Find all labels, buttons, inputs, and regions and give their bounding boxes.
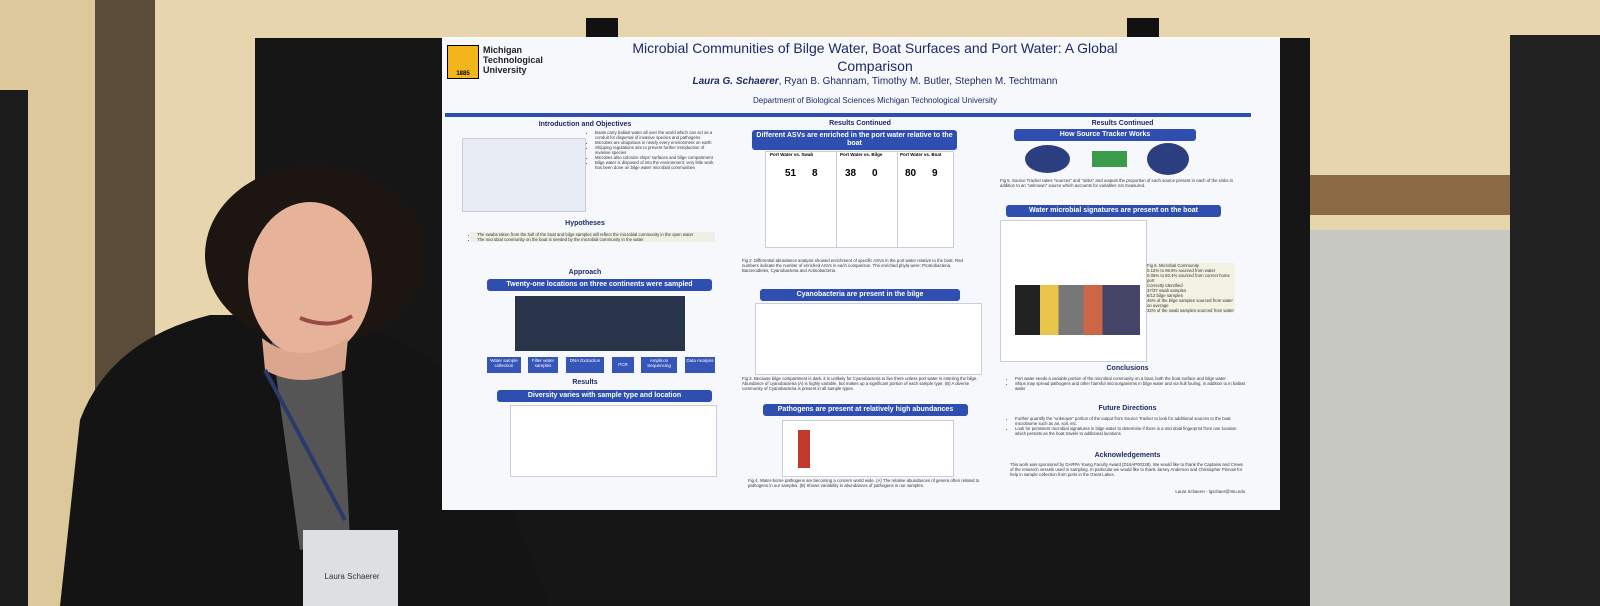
- fig6-line: 0.05% to 93.4% sourced from correct home…: [1147, 273, 1230, 283]
- footer: Laura Schaerer - lgschaer@mtu.edu: [1175, 489, 1245, 494]
- volcano-plot: [836, 151, 898, 248]
- volcano-plot: [765, 151, 837, 248]
- bullet: Microbes are ubiquitous in nearly every …: [595, 140, 718, 145]
- divider: [445, 113, 1251, 117]
- fig6-line: 32% of the swab samples sourced from wat…: [1147, 308, 1234, 313]
- university: Michigan Technological University: [483, 45, 543, 75]
- fig6-text: Fig 6. Microbial Community 0.12% to 98.8%…: [1147, 263, 1235, 313]
- pathogen-figure: [782, 420, 954, 477]
- section-heading: Acknowledgements: [1094, 452, 1161, 459]
- flow-step: Data Analysis: [685, 357, 715, 373]
- sources-node: [1025, 145, 1070, 173]
- left-board: [0, 90, 28, 606]
- badge: [303, 530, 398, 606]
- count: 51: [785, 168, 797, 179]
- flow-step: Filter water samples: [528, 357, 558, 373]
- plot-label: Port Water vs. Swab: [770, 152, 814, 157]
- flow-step: Water sample collection: [487, 357, 521, 373]
- section-heading: Conclusions: [1106, 365, 1149, 372]
- count: 9: [932, 168, 938, 179]
- world-map: [515, 296, 685, 351]
- bullet: Boats carry ballast water all over the w…: [595, 130, 718, 140]
- section-heading: Results Continued: [1091, 120, 1154, 127]
- bullet: Look for persistent microbial signatures…: [1015, 426, 1246, 436]
- banner: How Source Tracker Works: [1014, 129, 1196, 141]
- bullet: Shipping regulations aim to prevent furt…: [595, 145, 718, 155]
- wood-rail: [1290, 175, 1520, 215]
- fig6-line: 6/12 bilge samples: [1147, 293, 1183, 298]
- partition: [1300, 230, 1520, 606]
- bullet: Microbes also colonize ships' surfaces a…: [595, 155, 718, 160]
- face: [248, 202, 372, 358]
- bullet: The swabs taken from the hull of the boa…: [477, 232, 715, 237]
- plot-label: Port Water vs. Boat: [900, 152, 942, 157]
- count: 80: [905, 168, 917, 179]
- caption: Fig 2. Differential abundance analysis s…: [742, 258, 963, 273]
- section-heading: Results: [572, 379, 598, 386]
- flow-step: PCR: [612, 357, 634, 373]
- badge-name: Laura Schaerer: [324, 572, 380, 581]
- flow-step: Amplicon Sequencing: [641, 357, 677, 373]
- neck: [262, 338, 348, 380]
- tracker-node: [1092, 151, 1127, 167]
- banner: Different ASVs are enriched in the port …: [752, 130, 957, 150]
- caption: Fig 3. Because bilge compartment is dark…: [742, 376, 978, 391]
- bullet: Further quantify the "unknown" portion o…: [1015, 416, 1246, 426]
- count: 0: [872, 168, 878, 179]
- section-heading: Introduction and Objectives: [538, 121, 632, 128]
- fig6-line: Fig 6. Microbial Community: [1147, 263, 1200, 268]
- banner: Twenty-one locations on three continents…: [487, 279, 712, 291]
- count: 38: [845, 168, 857, 179]
- section-heading: Results Continued: [829, 120, 891, 127]
- lanyard: [263, 369, 347, 521]
- fig6-line: 0.12% to 98.8% sourced from water: [1147, 268, 1216, 273]
- banner: Water microbial signatures are present o…: [1006, 205, 1221, 217]
- fig6-line: 45% of the bilge samples sourced from wa…: [1147, 298, 1233, 308]
- bullet: Port water seeds a variable portion of t…: [1015, 376, 1246, 381]
- ship-figure: [462, 138, 586, 212]
- future-text: Further quantify the "unknown" portion o…: [1008, 416, 1246, 436]
- diversity-figure: [510, 405, 717, 477]
- violin-figure: [755, 303, 982, 375]
- right-board: [1510, 35, 1600, 606]
- conclusions-text: Port water seeds a variable portion of t…: [1008, 376, 1246, 391]
- flow-step: DNA Extraction: [566, 357, 604, 373]
- section-heading: Approach: [568, 269, 602, 276]
- sinks-node: [1147, 143, 1189, 175]
- intro-text: Boats carry ballast water all over the w…: [588, 130, 718, 170]
- fig6-line: Correctly identified: [1147, 283, 1183, 288]
- lead-author: Laura G. Schaerer: [692, 76, 779, 87]
- hypotheses-text: The swabs taken from the hull of the boa…: [470, 232, 715, 242]
- bar: [798, 430, 810, 468]
- title: Microbial Communities of Bilge Water, Bo…: [632, 40, 1118, 74]
- department: Department of Biological Sciences Michig…: [753, 96, 997, 105]
- smile: [299, 314, 354, 326]
- caption: Fig 4. Water-borne pathogens are becomin…: [748, 478, 980, 488]
- stacked-bars: [1015, 285, 1140, 335]
- acknowledgements-text: This work was sponsored by DARPA Young F…: [1010, 462, 1243, 477]
- co-authors: , Ryan B. Ghannam, Timothy M. Butler, St…: [778, 76, 1058, 87]
- bullet: Bilge water is disposed of into the envi…: [595, 160, 718, 170]
- banner: Pathogens are present at relatively high…: [763, 404, 968, 416]
- fig6-line: 37/37 swab samples: [1147, 288, 1187, 293]
- banner: Diversity varies with sample type and lo…: [497, 390, 712, 402]
- volcano-plot: [897, 151, 954, 248]
- logo: 1885: [447, 45, 479, 79]
- bullet: The microbial community on the boat is s…: [477, 237, 715, 242]
- banner: Cyanobacteria are present in the bilge: [760, 289, 960, 301]
- authors: Laura G. Schaerer, Ryan B. Ghannam, Timo…: [600, 76, 1150, 87]
- count: 8: [812, 168, 818, 179]
- section-heading: Future Directions: [1098, 405, 1157, 412]
- bullet: Ships may spread pathogens and other har…: [1015, 381, 1246, 391]
- caption: Fig 5. Source Tracker takes "sources" an…: [1000, 178, 1234, 188]
- plot-label: Port Water vs. Bilge: [840, 152, 883, 157]
- section-heading: Hypotheses: [565, 220, 605, 227]
